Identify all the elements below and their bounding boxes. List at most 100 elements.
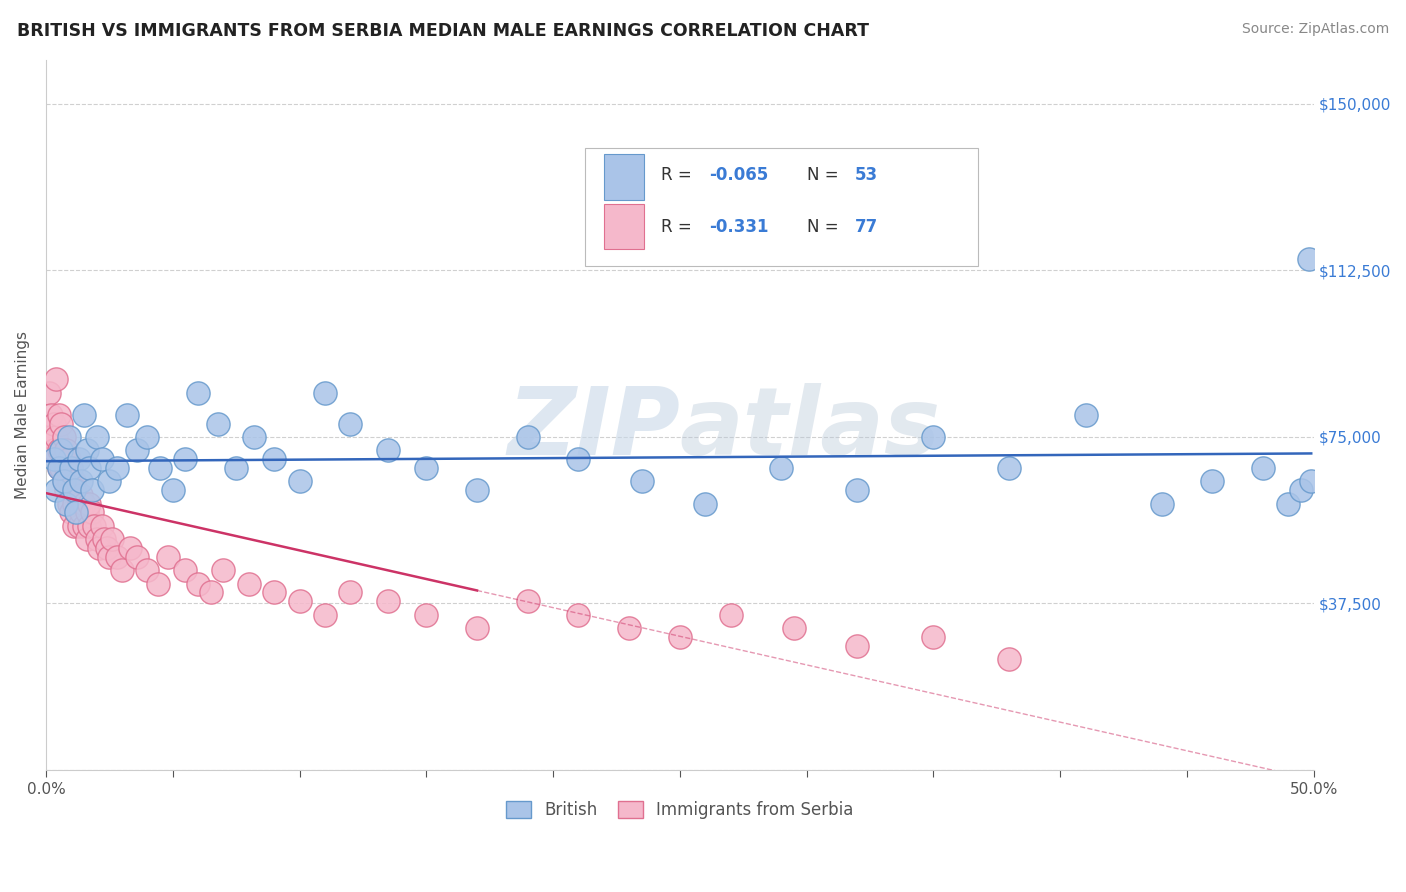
Point bbox=[48, 443, 70, 458]
Point bbox=[922, 630, 945, 644]
FancyBboxPatch shape bbox=[603, 154, 644, 200]
Point bbox=[70, 475, 93, 489]
Point bbox=[516, 594, 538, 608]
Point bbox=[1150, 497, 1173, 511]
Point bbox=[38, 385, 60, 400]
Point bbox=[55, 461, 77, 475]
Point bbox=[58, 475, 80, 489]
Point bbox=[339, 417, 361, 431]
Point bbox=[98, 549, 121, 564]
Point bbox=[1074, 408, 1097, 422]
Point bbox=[45, 430, 67, 444]
Point bbox=[67, 497, 90, 511]
Point bbox=[243, 430, 266, 444]
Point bbox=[63, 497, 86, 511]
Point bbox=[98, 475, 121, 489]
Point bbox=[377, 594, 399, 608]
Point bbox=[52, 452, 75, 467]
Point bbox=[207, 417, 229, 431]
Point bbox=[90, 452, 112, 467]
Point bbox=[1251, 461, 1274, 475]
Point bbox=[42, 452, 65, 467]
Legend: British, Immigrants from Serbia: British, Immigrants from Serbia bbox=[499, 794, 860, 826]
Point bbox=[55, 443, 77, 458]
Point bbox=[846, 639, 869, 653]
Point bbox=[783, 621, 806, 635]
Point bbox=[58, 497, 80, 511]
Point bbox=[63, 475, 86, 489]
Point bbox=[45, 483, 67, 498]
Point bbox=[174, 452, 197, 467]
Point bbox=[136, 430, 159, 444]
Point bbox=[212, 563, 235, 577]
Point bbox=[669, 630, 692, 644]
Text: ZIP: ZIP bbox=[508, 383, 681, 475]
Point bbox=[127, 443, 149, 458]
Point bbox=[73, 408, 96, 422]
Point bbox=[1289, 483, 1312, 498]
Point bbox=[58, 452, 80, 467]
Point bbox=[76, 506, 98, 520]
Point bbox=[51, 443, 73, 458]
Text: 77: 77 bbox=[855, 218, 879, 235]
Point bbox=[1201, 475, 1223, 489]
Point bbox=[149, 461, 172, 475]
Point bbox=[80, 506, 103, 520]
Point bbox=[48, 461, 70, 475]
Point bbox=[65, 506, 87, 520]
Point bbox=[415, 607, 437, 622]
Point bbox=[225, 461, 247, 475]
Point bbox=[377, 443, 399, 458]
Point bbox=[73, 497, 96, 511]
Text: -0.331: -0.331 bbox=[709, 218, 769, 235]
Point bbox=[45, 372, 67, 386]
Point bbox=[70, 506, 93, 520]
Point bbox=[48, 461, 70, 475]
Point bbox=[67, 452, 90, 467]
Point bbox=[263, 452, 285, 467]
Point bbox=[58, 430, 80, 444]
Point bbox=[60, 461, 83, 475]
Point bbox=[60, 483, 83, 498]
Point bbox=[1298, 252, 1320, 267]
Point bbox=[60, 506, 83, 520]
Point bbox=[76, 532, 98, 546]
Point bbox=[998, 461, 1021, 475]
Point bbox=[516, 430, 538, 444]
Point bbox=[60, 461, 83, 475]
Point bbox=[52, 475, 75, 489]
Text: atlas: atlas bbox=[681, 383, 941, 475]
Point bbox=[39, 430, 62, 444]
Point bbox=[105, 549, 128, 564]
Point bbox=[52, 430, 75, 444]
Point bbox=[465, 483, 488, 498]
Text: N =: N = bbox=[807, 218, 844, 235]
Point bbox=[118, 541, 141, 555]
Point bbox=[998, 652, 1021, 666]
Point bbox=[127, 549, 149, 564]
Point bbox=[48, 408, 70, 422]
Text: -0.065: -0.065 bbox=[709, 166, 768, 184]
Point bbox=[630, 475, 652, 489]
Point bbox=[101, 532, 124, 546]
Point bbox=[111, 563, 134, 577]
Text: BRITISH VS IMMIGRANTS FROM SERBIA MEDIAN MALE EARNINGS CORRELATION CHART: BRITISH VS IMMIGRANTS FROM SERBIA MEDIAN… bbox=[17, 22, 869, 40]
Point bbox=[76, 443, 98, 458]
Point bbox=[77, 497, 100, 511]
Point bbox=[39, 408, 62, 422]
Text: N =: N = bbox=[807, 166, 844, 184]
Point bbox=[83, 518, 105, 533]
Point bbox=[52, 475, 75, 489]
Point bbox=[288, 594, 311, 608]
Point bbox=[86, 430, 108, 444]
Point bbox=[63, 483, 86, 498]
Point bbox=[65, 483, 87, 498]
Point bbox=[288, 475, 311, 489]
Point bbox=[238, 576, 260, 591]
FancyBboxPatch shape bbox=[585, 148, 977, 266]
Point bbox=[90, 518, 112, 533]
Point bbox=[63, 518, 86, 533]
Point bbox=[314, 385, 336, 400]
Y-axis label: Median Male Earnings: Median Male Earnings bbox=[15, 331, 30, 499]
Text: 53: 53 bbox=[855, 166, 877, 184]
